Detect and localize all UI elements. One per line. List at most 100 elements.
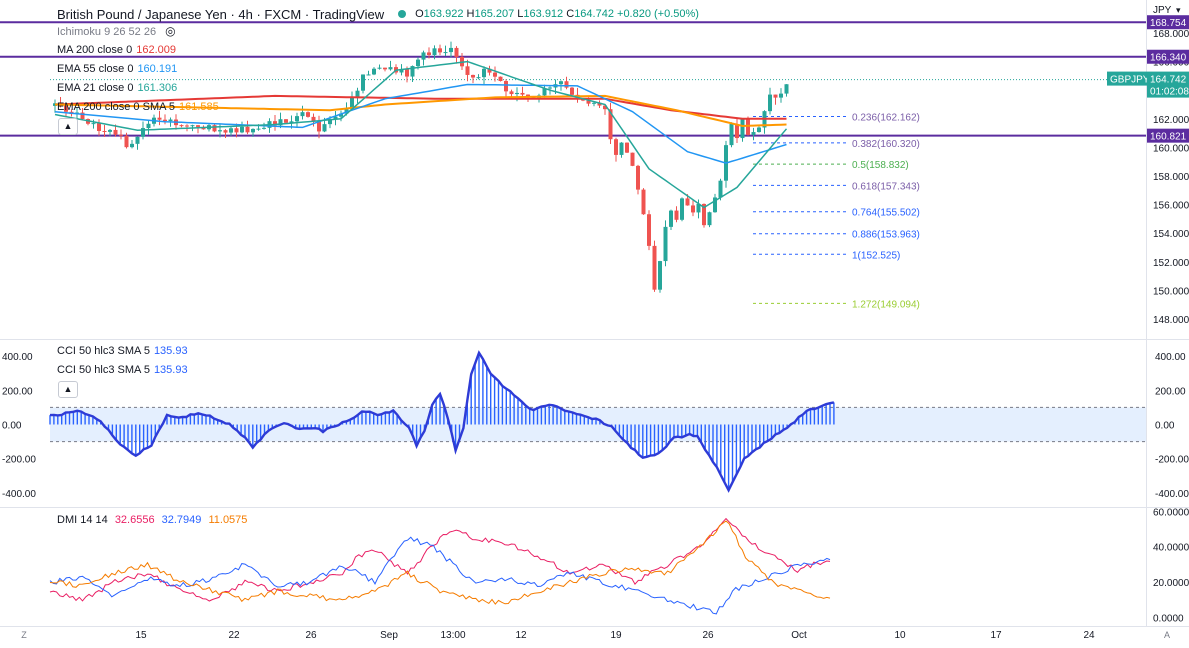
candle xyxy=(212,125,217,132)
price-tick-label: 168.000 xyxy=(1153,29,1189,40)
price-tick-label: 152.000 xyxy=(1153,258,1189,269)
time-tick-label: 22 xyxy=(228,630,240,641)
candle xyxy=(416,59,420,67)
candle xyxy=(438,48,442,53)
timezone-button: Z xyxy=(21,630,27,640)
candle xyxy=(784,84,789,94)
candle xyxy=(509,91,514,95)
candle xyxy=(234,128,239,133)
candle xyxy=(289,121,294,123)
dmi-tick-label: 0.0000 xyxy=(1153,614,1184,625)
candle xyxy=(443,52,448,54)
price-tick-label: 160.000 xyxy=(1153,143,1189,154)
time-tick-label: 13:00 xyxy=(440,630,465,641)
candle xyxy=(306,112,310,117)
candle xyxy=(410,66,415,77)
indicator-name: CCI 50 hlc3 SMA 5 xyxy=(57,364,150,376)
candle xyxy=(355,90,360,98)
level-label: 166.340 xyxy=(1150,53,1187,64)
level-tag xyxy=(1147,15,1189,30)
indicator-value: 161.306 xyxy=(137,82,178,94)
candle xyxy=(482,68,486,78)
indicator-cci-1[interactable]: CCI 50 hlc3 SMA 5 135.93 xyxy=(57,345,188,357)
ohlc-change: +0.820 (+0.50%) xyxy=(617,8,699,20)
candle xyxy=(608,109,613,140)
indicator-dmi[interactable]: DMI 14 14 32.6556 32.7949 11.0575 xyxy=(57,514,247,526)
indicator-ma200[interactable]: MA 200 close 0 162.009 xyxy=(57,44,176,56)
candle xyxy=(641,189,646,215)
candle xyxy=(245,126,250,133)
cci-tick-label-left: 200.00 xyxy=(2,386,33,397)
candle xyxy=(300,112,305,117)
candle xyxy=(130,143,134,148)
candle xyxy=(262,127,266,129)
level-label: 168.754 xyxy=(1150,18,1187,29)
collapse-cci-legend-button[interactable]: ▲ xyxy=(58,381,78,398)
indicator-ema200[interactable]: EMA 200 close 0 SMA 5 161.585 xyxy=(57,101,219,113)
candle xyxy=(366,74,371,76)
indicator-ichimoku[interactable]: Ichimoku 9 26 52 26 ◎ xyxy=(57,24,176,38)
candle xyxy=(702,203,706,226)
candle xyxy=(669,210,673,227)
candle xyxy=(377,67,382,69)
candle xyxy=(91,123,96,125)
candle xyxy=(614,139,618,155)
ohlc-low: 163.912 xyxy=(523,8,564,20)
candle xyxy=(80,112,85,120)
indicator-cci-2[interactable]: CCI 50 hlc3 SMA 5 135.93 xyxy=(57,364,188,376)
candle xyxy=(273,121,277,126)
candle xyxy=(218,130,222,132)
candle xyxy=(322,124,327,132)
candle xyxy=(223,130,228,133)
candle xyxy=(163,119,167,121)
cci-tick-label-left: -200.00 xyxy=(2,455,36,466)
candle xyxy=(476,77,481,79)
candle xyxy=(564,81,569,88)
fib-level-label: 0.236(162.162) xyxy=(852,112,920,123)
dmi-tick-label: 60.0000 xyxy=(1153,507,1189,518)
fib-level-label: 1.272(149.094) xyxy=(852,299,920,310)
time-tick-label: 24 xyxy=(1083,630,1095,641)
candle xyxy=(663,226,668,262)
candle xyxy=(680,198,684,220)
fib-level-label: 0.5(158.832) xyxy=(852,160,909,171)
collapse-legend-button[interactable]: ▲ xyxy=(58,118,78,135)
moving-average-line xyxy=(54,94,787,120)
candle xyxy=(636,165,640,190)
indicator-ema55[interactable]: EMA 55 close 0 160.191 xyxy=(57,63,177,75)
last-price-tag xyxy=(1147,71,1189,98)
candle xyxy=(399,69,404,73)
auto-scale-button: A xyxy=(1164,630,1170,640)
candle xyxy=(696,203,701,213)
fib-level-label: 0.886(153.963) xyxy=(852,230,920,241)
candle xyxy=(295,116,299,122)
cci-tick-label-left: -400.00 xyxy=(2,489,36,500)
dmi-tick-label: 40.0000 xyxy=(1153,543,1189,554)
candle xyxy=(471,74,475,78)
candle xyxy=(388,67,393,70)
time-tick-label: 26 xyxy=(702,630,714,641)
indicator-value: 135.93 xyxy=(153,364,188,376)
candle xyxy=(493,72,497,77)
candle xyxy=(713,197,717,213)
symbol-tag-label: GBPJPY xyxy=(1110,75,1150,86)
candle xyxy=(647,214,651,246)
candle xyxy=(768,94,772,112)
candle xyxy=(707,212,712,226)
candle xyxy=(185,125,189,127)
indicator-ema21[interactable]: EMA 21 close 0 161.306 xyxy=(57,82,177,94)
cci-tick-label-right: 200.00 xyxy=(1155,386,1186,397)
symbol-title[interactable]: British Pound / Japanese Yen · 4h · FXCM… xyxy=(57,6,385,22)
candle xyxy=(278,119,283,126)
candle xyxy=(487,68,492,73)
candle xyxy=(449,47,453,53)
candle xyxy=(113,129,118,135)
indicator-value: 162.009 xyxy=(136,44,176,56)
candle xyxy=(168,119,173,121)
hidden-eye-icon[interactable]: ◎ xyxy=(165,24,176,38)
moving-average-line xyxy=(54,94,787,128)
candle xyxy=(658,261,662,290)
candle xyxy=(603,105,607,110)
candle xyxy=(520,92,525,95)
